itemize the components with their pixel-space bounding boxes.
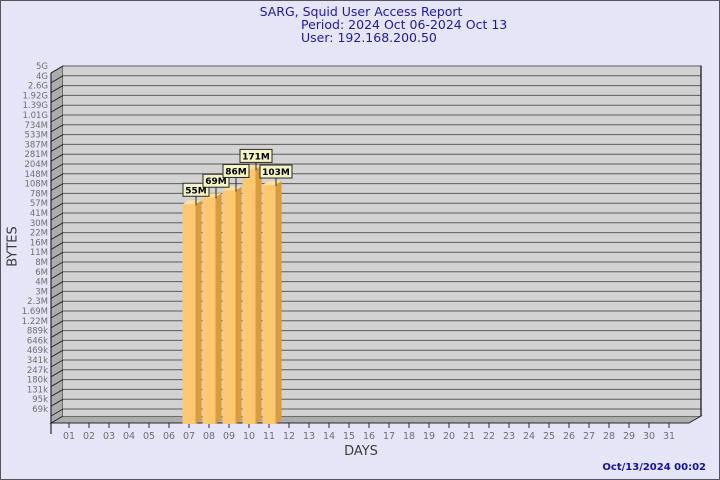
svg-text:11: 11 [263, 431, 275, 442]
chart-period: Period: 2024 Oct 06-2024 Oct 13 [301, 17, 508, 32]
svg-text:30M: 30M [30, 219, 48, 229]
svg-text:22: 22 [483, 431, 495, 442]
svg-text:103M: 103M [262, 168, 290, 178]
svg-text:69M: 69M [205, 177, 227, 187]
svg-text:86M: 86M [225, 167, 247, 177]
bars [182, 165, 282, 425]
svg-text:12: 12 [283, 431, 295, 442]
svg-text:31: 31 [663, 431, 675, 442]
svg-text:04: 04 [123, 431, 135, 442]
plot-area [63, 66, 701, 416]
svg-text:01: 01 [63, 431, 75, 442]
svg-text:533M: 533M [24, 131, 48, 141]
svg-text:26: 26 [563, 431, 575, 442]
svg-text:29: 29 [623, 431, 635, 442]
svg-text:69k: 69k [32, 405, 48, 415]
svg-text:09: 09 [223, 431, 235, 442]
svg-text:889k: 889k [27, 327, 48, 337]
svg-text:23: 23 [503, 431, 515, 442]
svg-text:10: 10 [243, 431, 255, 442]
svg-text:17: 17 [383, 431, 395, 442]
svg-text:41M: 41M [30, 209, 48, 219]
svg-text:14: 14 [323, 431, 335, 442]
svg-text:1.92G: 1.92G [22, 91, 48, 101]
svg-text:22M: 22M [30, 229, 48, 239]
grid-lines [63, 65, 702, 416]
svg-text:11M: 11M [30, 248, 48, 258]
svg-text:08: 08 [203, 431, 215, 442]
svg-text:148M: 148M [24, 170, 48, 180]
svg-text:341k: 341k [27, 356, 48, 366]
svg-text:16M: 16M [30, 238, 48, 248]
svg-text:24: 24 [523, 431, 535, 442]
svg-text:07: 07 [183, 431, 195, 442]
svg-text:1.39G: 1.39G [22, 101, 48, 111]
bar-day-09 [222, 186, 242, 424]
svg-text:27: 27 [583, 431, 595, 442]
svg-text:4M: 4M [35, 278, 48, 288]
svg-text:6M: 6M [35, 268, 48, 278]
svg-text:281M: 281M [24, 150, 48, 160]
chart-user: User: 192.168.200.50 [301, 30, 437, 45]
svg-text:469k: 469k [27, 346, 48, 356]
svg-text:8M: 8M [35, 258, 48, 268]
svg-text:4G: 4G [36, 72, 48, 82]
svg-text:180k: 180k [27, 376, 48, 386]
svg-text:171M: 171M [242, 152, 270, 162]
x-axis-ticks: 01 02 03 04 05 06 07 08 09 10 11 12 13 14 15 16 17 18 19 20… [63, 423, 675, 442]
bar-day-11 [262, 181, 282, 424]
svg-text:57M: 57M [30, 199, 48, 209]
svg-text:1.22M: 1.22M [22, 317, 48, 327]
svg-text:3M: 3M [35, 287, 48, 297]
y-axis-ticks: 5G4G2.6G1.92G1.39G1.01G734M533M387M281M2… [22, 62, 64, 434]
svg-text:734M: 734M [24, 121, 48, 131]
bar-day-07 [182, 200, 202, 424]
generated-timestamp: Oct/13/2024 00:02 [602, 462, 706, 473]
svg-text:55M: 55M [185, 186, 207, 196]
bar-day-08 [202, 193, 222, 424]
svg-text:02: 02 [83, 431, 95, 442]
svg-text:28: 28 [603, 431, 615, 442]
svg-text:131k: 131k [27, 385, 48, 395]
svg-text:21: 21 [463, 431, 475, 442]
svg-text:1.01G: 1.01G [22, 111, 48, 121]
svg-text:2.3M: 2.3M [27, 297, 48, 307]
y-axis-title: BYTES [5, 226, 21, 267]
svg-text:06: 06 [163, 431, 175, 442]
svg-text:95k: 95k [32, 395, 48, 405]
svg-text:18: 18 [403, 431, 415, 442]
bar-day-10 [242, 165, 262, 425]
svg-text:19: 19 [423, 431, 435, 442]
svg-text:05: 05 [143, 431, 155, 442]
svg-text:20: 20 [443, 431, 455, 442]
svg-text:30: 30 [643, 431, 655, 442]
svg-text:2.6G: 2.6G [28, 82, 48, 92]
svg-text:78M: 78M [30, 189, 48, 199]
svg-text:646k: 646k [27, 336, 48, 346]
svg-text:13: 13 [303, 431, 315, 442]
svg-text:25: 25 [543, 431, 555, 442]
svg-text:03: 03 [103, 431, 115, 442]
chart-title: SARG, Squid User Access Report [259, 4, 463, 19]
svg-text:108M: 108M [24, 180, 48, 190]
svg-text:16: 16 [363, 431, 375, 442]
svg-text:1.69M: 1.69M [22, 307, 48, 317]
svg-text:5G: 5G [36, 62, 48, 72]
svg-text:387M: 387M [24, 140, 48, 150]
x-axis-title: DAYS [344, 444, 378, 459]
svg-text:204M: 204M [24, 160, 48, 170]
svg-text:247k: 247k [27, 366, 48, 376]
svg-text:15: 15 [343, 431, 355, 442]
